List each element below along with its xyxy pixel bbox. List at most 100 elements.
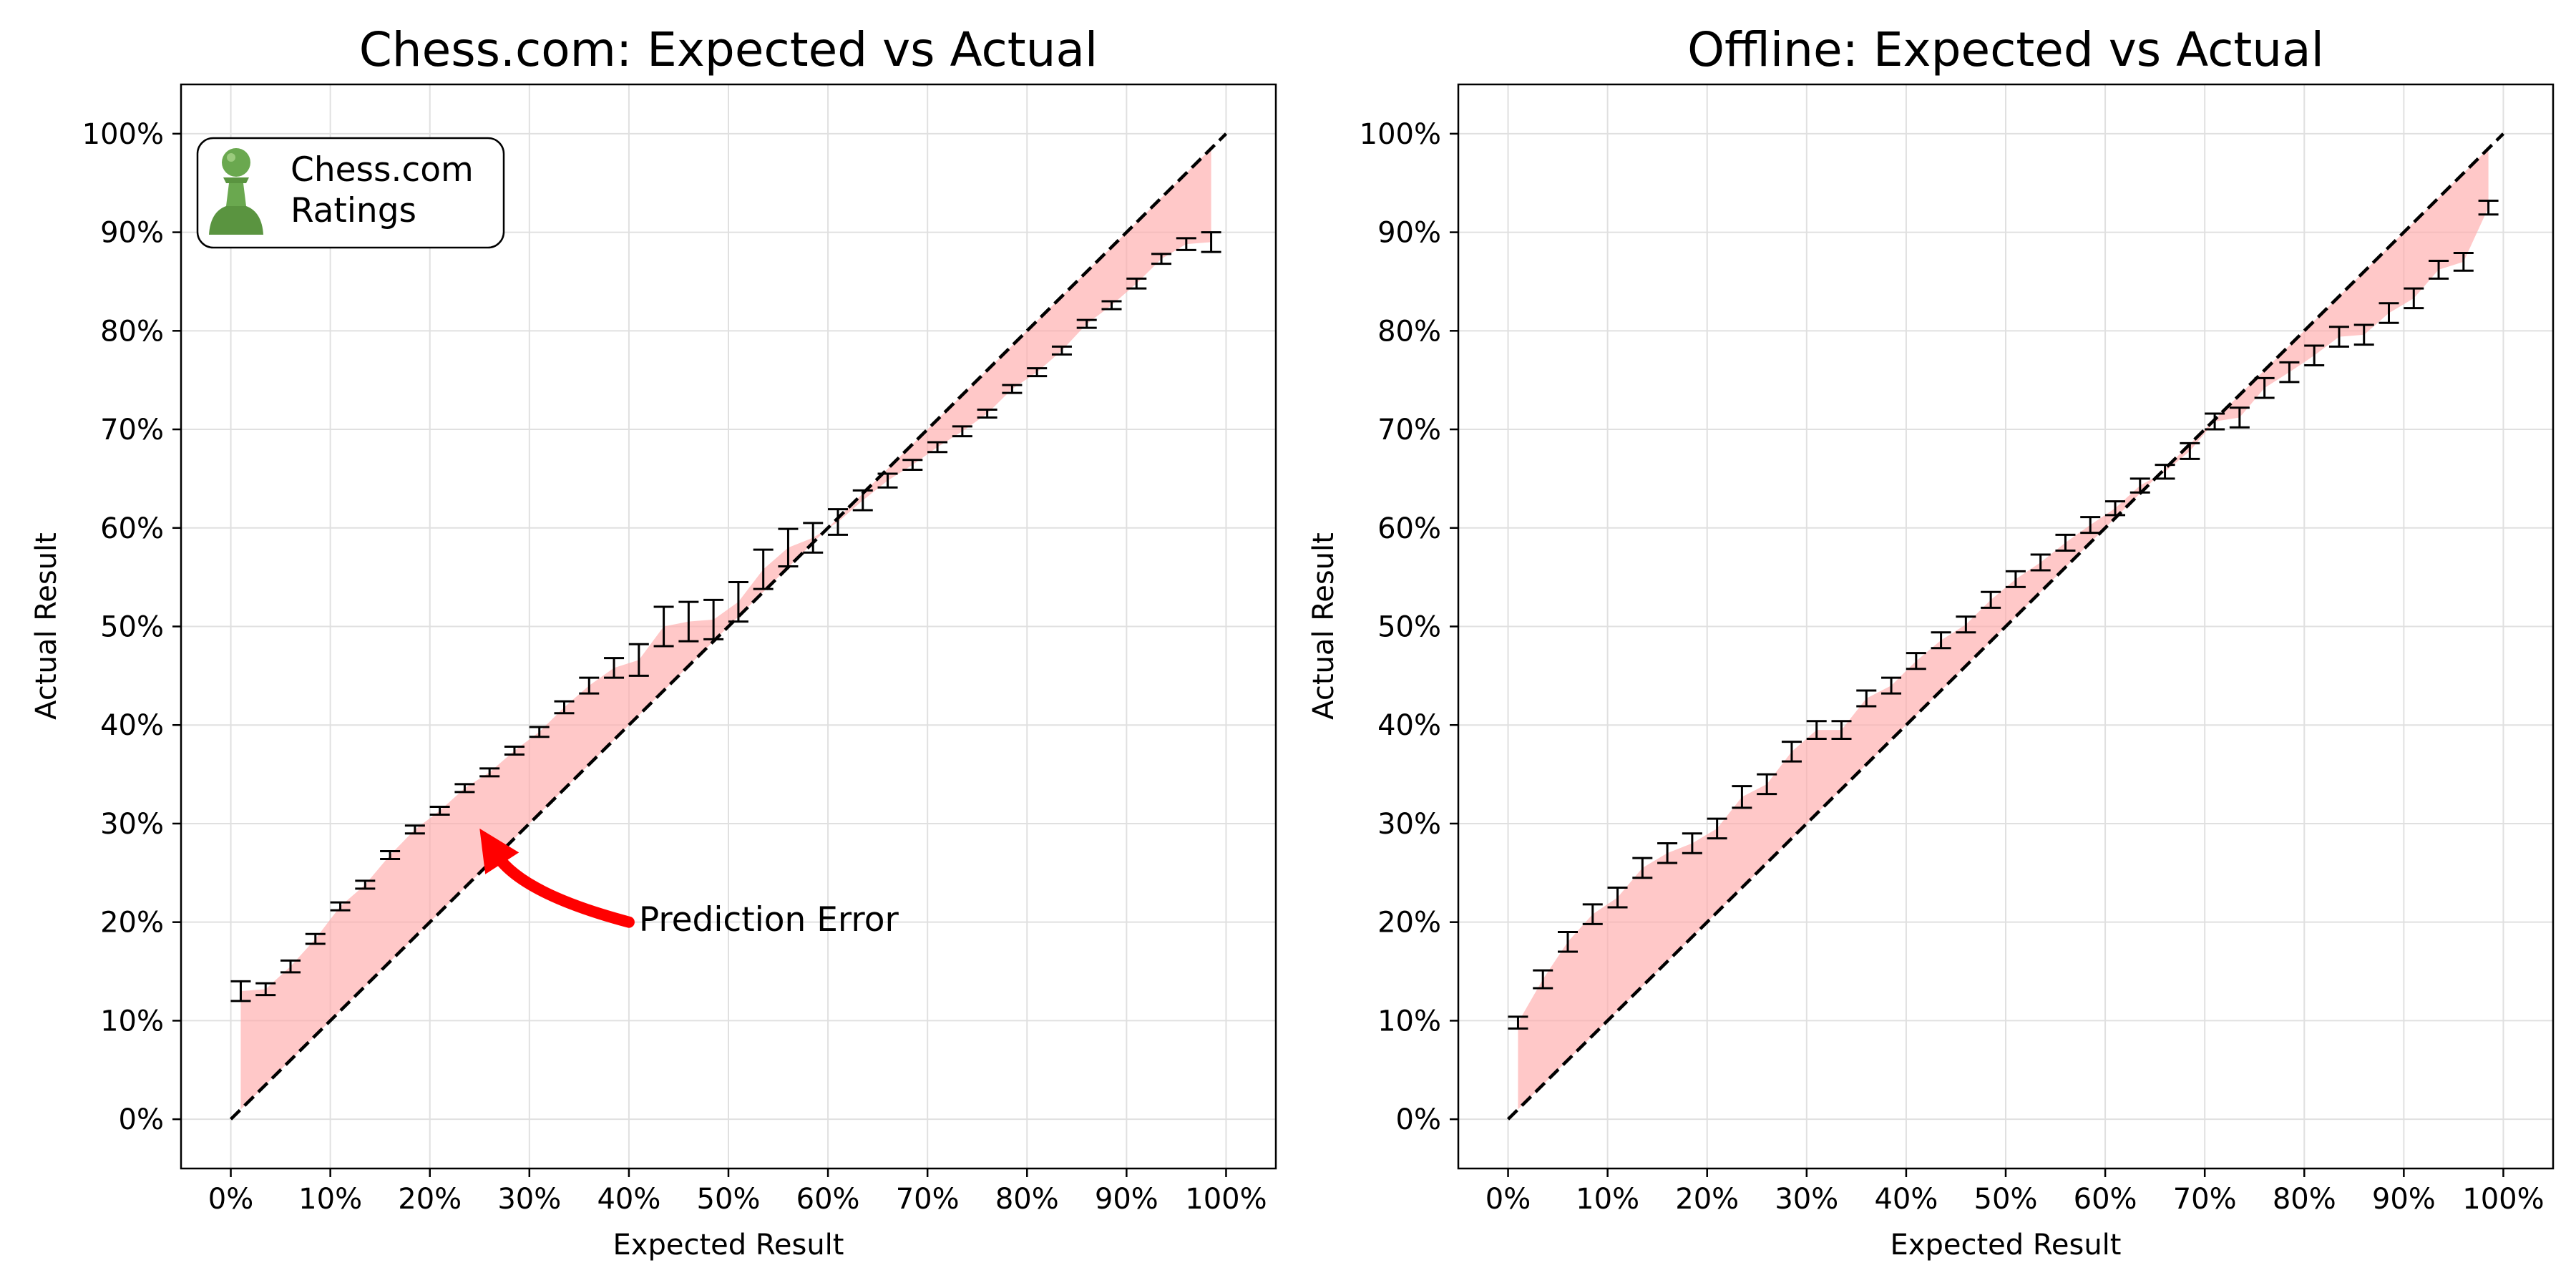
x-tick-label: 70% (2173, 1183, 2237, 1216)
error-bar (2105, 500, 2125, 517)
x-tick-label: 90% (2372, 1183, 2436, 1216)
error-bar (1076, 318, 1097, 329)
error-bar (604, 657, 625, 679)
y-tick-label: 60% (1377, 512, 1441, 545)
error-bar (2379, 302, 2399, 324)
error-bar (529, 726, 550, 738)
error-bar (1533, 969, 1553, 990)
error-bar (1931, 631, 1951, 650)
x-tick-label: 100% (1185, 1183, 1267, 1216)
error-bar (1126, 277, 1147, 290)
error-bar (1002, 384, 1023, 394)
error-bar (305, 932, 326, 945)
x-tick-label: 100% (2462, 1183, 2544, 1216)
error-bar (2478, 200, 2499, 216)
y-axis-label: Actual Result (30, 532, 63, 720)
y-tick-label: 60% (100, 512, 164, 545)
x-axis-label: Expected Result (1890, 1229, 2122, 1262)
error-bar (380, 850, 401, 861)
error-bar (952, 425, 972, 438)
error-bar (554, 700, 575, 715)
legend-label-line1: Chess.com (291, 150, 474, 190)
error-bar (1682, 832, 1702, 854)
error-bar (1027, 367, 1048, 378)
annotation-arrow (490, 849, 635, 928)
error-bar (429, 806, 450, 816)
error-bar (2404, 287, 2424, 310)
error-bar (927, 441, 948, 454)
error-bar (1508, 1015, 1528, 1030)
x-axis-ticks: 0% 10% 20% 30% 40% 50% 60% 70% 80% 90% 100% (208, 1169, 1267, 1216)
error-bar (1806, 720, 1827, 741)
error-bar (1781, 741, 1802, 763)
error-bar (255, 982, 276, 997)
error-bar (753, 548, 774, 590)
y-tick-label: 100% (1360, 118, 1441, 151)
error-bar (877, 472, 898, 489)
error-bar (1051, 345, 1072, 356)
y-tick-label: 70% (100, 414, 164, 447)
y-tick-label: 40% (1377, 709, 1441, 742)
y-tick-label: 0% (119, 1103, 164, 1136)
error-bar (2279, 361, 2300, 384)
error-bar (2205, 412, 2225, 431)
error-bar (728, 581, 748, 623)
error-bar (479, 767, 500, 778)
error-bar (1607, 886, 1628, 909)
error-bar (678, 600, 699, 643)
y-axis-label: Actual Result (1307, 532, 1340, 720)
x-axis-ticks: 0% 10% 20% 30% 40% 50% 60% 70% 80% 90% 100% (1485, 1169, 2545, 1216)
x-tick-label: 0% (208, 1183, 253, 1216)
y-tick-label: 10% (1377, 1005, 1441, 1038)
error-bar (1757, 773, 1777, 796)
x-tick-label: 20% (1675, 1183, 1739, 1216)
x-tick-label: 30% (497, 1183, 561, 1216)
legend: Chess.com Ratings (196, 137, 505, 249)
error-bar (504, 746, 525, 756)
x-tick-label: 80% (2273, 1183, 2336, 1216)
x-tick-label: 50% (1974, 1183, 2038, 1216)
error-bar (977, 409, 997, 419)
error-bar (2429, 260, 2449, 280)
x-tick-label: 40% (1874, 1183, 1938, 1216)
y-tick-label: 80% (100, 315, 164, 348)
y-tick-label: 30% (1377, 808, 1441, 841)
x-tick-label: 30% (1775, 1183, 1838, 1216)
y-axis-ticks: 0% 10% 20% 30% 40% 50% 60% 70% 80% 90% 100% (1360, 118, 1458, 1136)
error-bar (579, 676, 600, 695)
error-bar (2229, 406, 2250, 429)
chart-title: Offline: Expected vs Actual (1687, 22, 2324, 77)
x-tick-label: 60% (2074, 1183, 2137, 1216)
y-tick-label: 80% (1377, 315, 1441, 348)
y-tick-label: 100% (82, 118, 164, 151)
x-tick-label: 70% (896, 1183, 960, 1216)
y-tick-label: 0% (1396, 1103, 1441, 1136)
error-bar (1981, 590, 2001, 609)
x-axis-label: Expected Result (613, 1229, 844, 1262)
x-tick-label: 90% (1095, 1183, 1158, 1216)
error-bar (1831, 720, 1852, 741)
x-tick-label: 40% (597, 1183, 660, 1216)
error-bar (653, 605, 674, 648)
error-bar (1956, 615, 1976, 634)
y-tick-label: 10% (100, 1005, 164, 1038)
y-tick-label: 50% (100, 611, 164, 644)
error-bar (1558, 930, 1578, 953)
error-bar (803, 522, 824, 554)
y-axis-ticks: 0% 10% 20% 30% 40% 50% 60% 70% 80% 90% 100% (82, 118, 181, 1136)
error-bar (1657, 842, 1678, 864)
chart-title: Chess.com: Expected vs Actual (359, 22, 1098, 77)
y-tick-label: 90% (1377, 217, 1441, 250)
error-bar (1101, 300, 1122, 311)
diagonal-line (229, 132, 1228, 1121)
offline-chart-panel: Offline: Expected vs Actual 0% 10% 20% 30% 4… (1307, 22, 2555, 1262)
diagonal-line (1506, 132, 2505, 1121)
annotation-text: Prediction Error (639, 900, 899, 940)
error-bar (1906, 652, 1926, 670)
error-bar (2005, 570, 2026, 588)
error-bar (2328, 326, 2349, 348)
perfect-calibration-line (229, 132, 1228, 1121)
error-bar (2080, 516, 2101, 535)
error-bar (2304, 344, 2325, 367)
